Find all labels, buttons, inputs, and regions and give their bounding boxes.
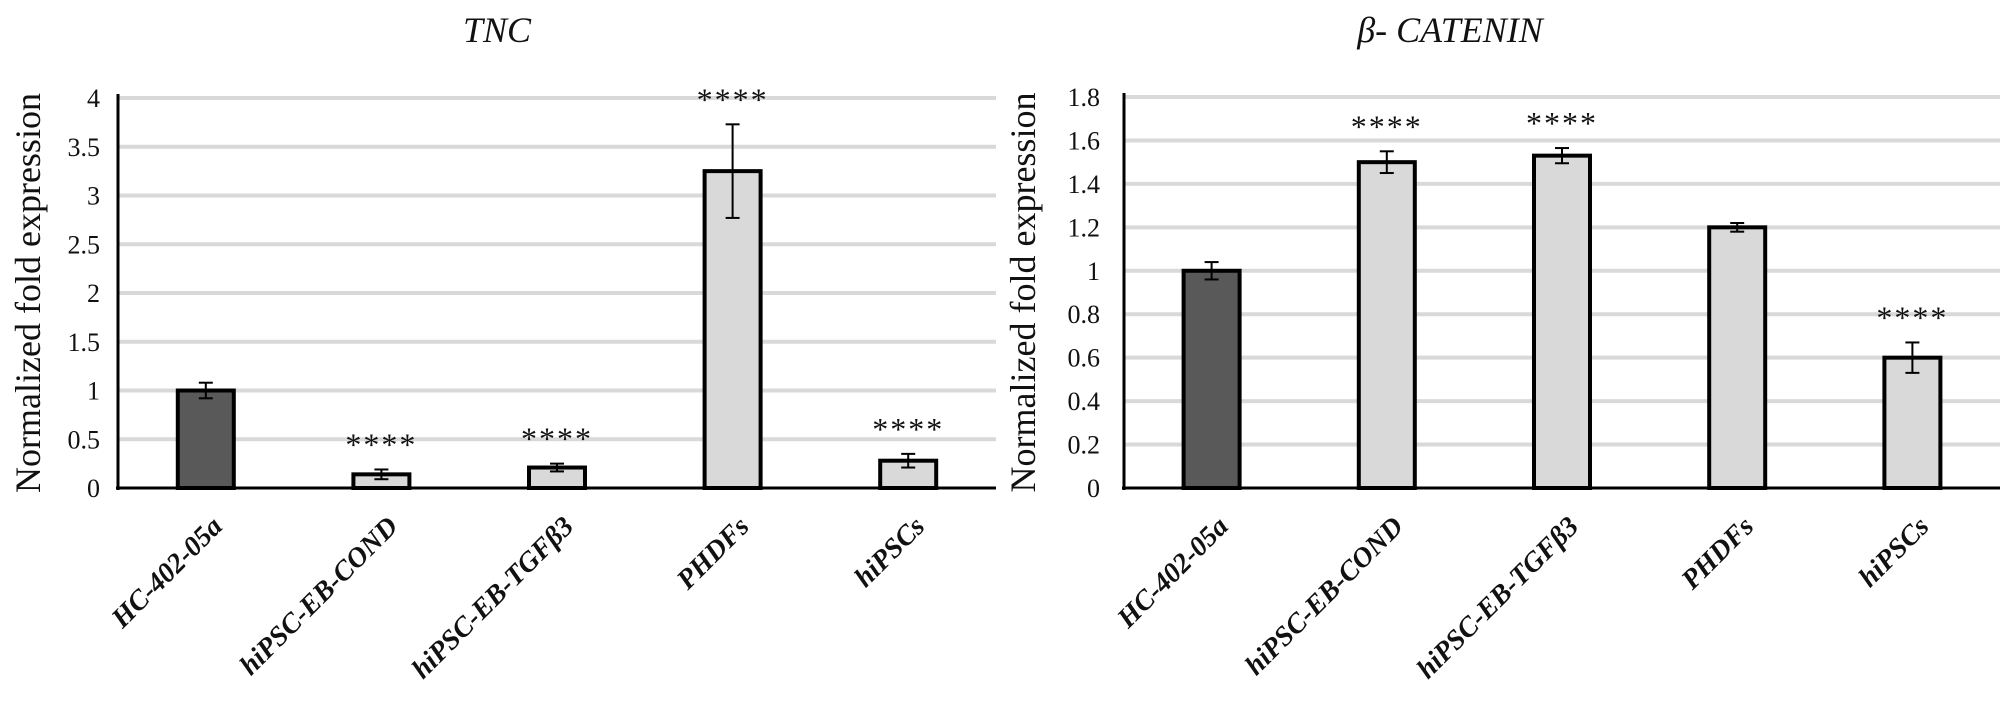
y-tick-label: 1 bbox=[87, 377, 100, 406]
significance-label: **** bbox=[872, 411, 944, 447]
y-tick-label: 2 bbox=[87, 279, 100, 308]
y-axis-label: Normalized fold expression bbox=[8, 93, 48, 493]
x-tick-label: PHDFs bbox=[670, 511, 755, 596]
x-tick-label: hiPSCs bbox=[1853, 511, 1936, 594]
x-tick-label: HC-402-05a bbox=[105, 511, 229, 635]
y-tick-label: 0.6 bbox=[1068, 344, 1101, 373]
x-tick-label: HC-402-05a bbox=[1111, 511, 1235, 635]
error-bar bbox=[1905, 341, 1920, 374]
y-tick-label: 1.6 bbox=[1068, 126, 1101, 155]
y-tick-label: 2.5 bbox=[68, 230, 101, 259]
y-tick-label: 1.4 bbox=[1068, 170, 1101, 199]
chart-1: TNC 0 0.5 1 1.5 2 2.5 3 3.5 4 Normalized fold expr… bbox=[8, 10, 996, 685]
bar bbox=[1181, 268, 1242, 490]
x-tick-label: hiPSCs bbox=[849, 511, 932, 594]
y-tick-label: 3 bbox=[87, 182, 100, 211]
significance-label: **** bbox=[1526, 105, 1598, 141]
error-bar bbox=[198, 381, 213, 400]
chart-title: β- CATENIN bbox=[1356, 10, 1545, 50]
significance-label: **** bbox=[1876, 299, 1948, 335]
x-tick-label: PHDFs bbox=[1675, 511, 1760, 596]
x-tick-label: hiPSC-EB-TGFβ3 bbox=[1411, 511, 1585, 685]
error-bar bbox=[1555, 147, 1569, 165]
significance-label: **** bbox=[1351, 108, 1423, 144]
error-bar bbox=[1379, 150, 1394, 175]
y-tick-label: 3.5 bbox=[68, 133, 101, 162]
bar bbox=[1882, 355, 1943, 490]
error-bar bbox=[1730, 221, 1745, 233]
x-tick-label: hiPSC-EB-TGFβ3 bbox=[406, 511, 580, 685]
error-bar bbox=[725, 123, 740, 219]
y-tick-label: 4 bbox=[87, 84, 100, 113]
y-tick-label: 1 bbox=[1087, 257, 1100, 286]
bar bbox=[1707, 225, 1768, 490]
error-bar bbox=[901, 452, 916, 469]
significance-label: **** bbox=[345, 426, 417, 462]
y-tick-label: 1.2 bbox=[1068, 213, 1101, 242]
y-tick-label: 0.5 bbox=[68, 425, 101, 454]
x-tick-label: hiPSC-EB-COND bbox=[1239, 511, 1409, 681]
error-bar bbox=[550, 462, 564, 473]
bar bbox=[175, 388, 236, 490]
y-tick-label: 0.4 bbox=[1068, 387, 1101, 416]
y-tick-label: 0.2 bbox=[1068, 431, 1101, 460]
y-tick-label: 0.8 bbox=[1068, 300, 1101, 329]
y-tick-label: 1.8 bbox=[1068, 83, 1101, 112]
error-bar bbox=[374, 468, 389, 481]
chart-2: β- CATENIN 0 0.2 0.4 0.6 0.8 1 1.2 1.4 1.6 1.8 Norm… bbox=[1003, 10, 2000, 685]
significance-label: **** bbox=[521, 421, 593, 457]
y-tick-label: 0 bbox=[87, 474, 100, 503]
chart-title: TNC bbox=[463, 10, 532, 50]
error-bar bbox=[1204, 261, 1219, 281]
bar bbox=[1532, 153, 1592, 490]
significance-label: **** bbox=[697, 81, 769, 117]
y-tick-label: 0 bbox=[1087, 474, 1100, 503]
y-axis-label: Normalized fold expression bbox=[1003, 93, 1043, 493]
y-tick-label: 1.5 bbox=[68, 328, 101, 357]
x-tick-label: hiPSC-EB-COND bbox=[234, 511, 404, 681]
bar bbox=[1356, 160, 1417, 491]
